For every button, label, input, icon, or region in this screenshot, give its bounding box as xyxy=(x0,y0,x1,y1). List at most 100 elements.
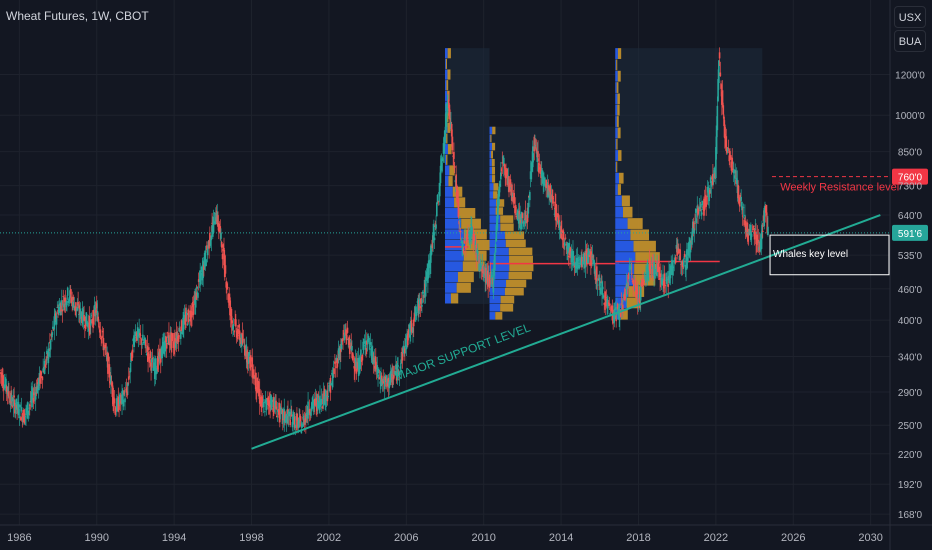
candle-body xyxy=(108,364,111,378)
candle-body xyxy=(404,348,406,354)
candle-body xyxy=(60,303,62,312)
volume-bar-buy xyxy=(445,90,448,101)
candle-body xyxy=(611,305,614,321)
y-tick-label: 460'0 xyxy=(898,285,923,296)
candle-body xyxy=(729,151,731,158)
candle-body xyxy=(220,241,223,248)
candle-body xyxy=(753,225,755,228)
y-tick-label: 168'0 xyxy=(898,510,923,521)
candle-body xyxy=(646,262,649,279)
candle-body xyxy=(62,296,65,297)
candle-body xyxy=(635,289,638,297)
y-tick-label: 1000'0 xyxy=(895,111,925,122)
candle-body xyxy=(660,277,663,285)
candle-body xyxy=(196,286,198,289)
candle-body xyxy=(587,248,590,259)
candle-body xyxy=(226,283,228,290)
candle-body xyxy=(351,346,353,351)
volume-bar-sell xyxy=(462,261,485,272)
candle-body xyxy=(180,320,183,331)
candle-body xyxy=(188,310,190,312)
candle-body xyxy=(63,303,65,311)
candle-body xyxy=(299,416,302,422)
volume-bar-buy xyxy=(445,208,459,219)
candle-body xyxy=(651,265,653,270)
y-tick-label: 1200'0 xyxy=(895,70,925,81)
volume-bar-sell xyxy=(492,142,496,151)
volume-bar-buy xyxy=(445,154,447,165)
candle-body xyxy=(209,232,211,245)
candle-body xyxy=(399,366,402,369)
candle-body xyxy=(436,202,438,217)
candle-body xyxy=(479,265,482,267)
candle-body xyxy=(453,151,455,159)
candle-body xyxy=(20,407,23,412)
candle-body xyxy=(444,130,446,143)
candle-body xyxy=(95,303,98,309)
volume-bar-buy xyxy=(615,48,618,59)
candle-body xyxy=(69,288,72,295)
candle-body xyxy=(122,399,125,407)
candle-body xyxy=(733,175,736,179)
volume-bar-buy xyxy=(615,59,617,71)
candle-body xyxy=(288,411,291,417)
candle-body xyxy=(123,390,126,395)
volume-bar-sell xyxy=(493,191,498,199)
candle-body xyxy=(666,279,669,281)
candle-body xyxy=(712,176,715,178)
candle-body xyxy=(209,240,212,246)
current-price-tag-bg xyxy=(892,224,928,241)
candle-body xyxy=(365,348,367,350)
candle-body xyxy=(66,287,69,296)
volume-bar-buy xyxy=(445,218,462,229)
candle-body xyxy=(766,217,769,234)
candle-body xyxy=(229,297,231,316)
resistance-tag: 760'0 xyxy=(898,173,923,184)
candle-body xyxy=(622,304,624,313)
candle-body xyxy=(126,391,129,396)
x-tick-label: 2022 xyxy=(704,532,728,544)
candle-body xyxy=(694,208,697,213)
candle-body xyxy=(92,309,95,325)
volume-bar-buy xyxy=(489,158,492,167)
volume-bar-buy xyxy=(615,172,620,184)
candle-body xyxy=(67,300,70,303)
volume-bar-buy xyxy=(615,229,631,241)
unit-usx-button[interactable]: USX xyxy=(894,6,926,28)
candle-body xyxy=(259,399,262,407)
candle-body xyxy=(397,365,399,367)
candle-body xyxy=(537,151,539,158)
candle-body xyxy=(473,236,476,243)
volume-bar-sell xyxy=(500,215,514,223)
candle-body xyxy=(619,318,621,320)
candle-body xyxy=(588,254,591,257)
candle-body xyxy=(139,334,142,336)
candle-body xyxy=(180,331,182,339)
candle-body xyxy=(718,60,720,84)
candle-body xyxy=(118,405,120,410)
candle-body xyxy=(271,399,274,403)
volume-bar-buy xyxy=(489,175,493,183)
candle-body xyxy=(165,342,168,349)
x-tick-label: 2018 xyxy=(626,532,650,544)
candle-body xyxy=(143,340,146,344)
candle-body xyxy=(333,368,335,374)
candle-body xyxy=(500,172,502,180)
candle-body xyxy=(465,245,467,249)
volume-bar-buy xyxy=(615,252,636,263)
candle-body xyxy=(751,231,754,233)
candle-body xyxy=(151,358,153,363)
volume-bar-sell xyxy=(493,183,499,191)
candle-body xyxy=(572,261,575,266)
candle-body xyxy=(233,331,236,333)
candle-body xyxy=(19,404,21,408)
volume-bar-buy xyxy=(489,223,501,231)
candle-body xyxy=(583,258,585,269)
volume-bar-sell xyxy=(447,122,451,133)
volume-bar-buy xyxy=(615,297,627,309)
candle-body xyxy=(276,410,279,412)
candle-body xyxy=(394,370,396,375)
unit-bua-button[interactable]: BUA xyxy=(894,30,926,52)
candle-body xyxy=(289,419,292,426)
